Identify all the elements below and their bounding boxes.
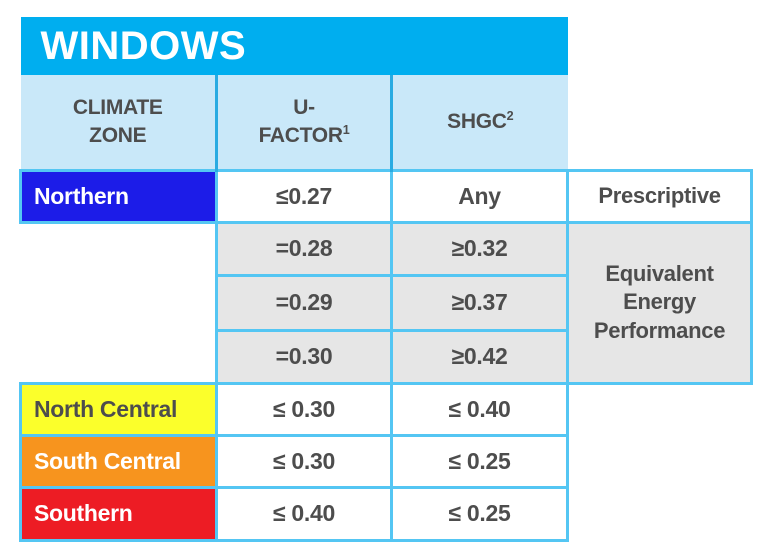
u-factor-value-cell: ≤ 0.30 [215,433,393,489]
u-factor-label-line2: FACTOR [258,123,343,147]
shgc-label: SHGC [447,110,507,134]
table-row: =0.30 ≥0.42 [21,328,752,385]
compliance-cell-prescriptive: Prescriptive [566,168,754,224]
spacer-cell [568,383,752,435]
column-header-shgc: SHGC2 [391,75,568,170]
zone-cell-southern: Southern [19,485,218,542]
zone-cell-south-central: South Central [19,433,218,489]
u-factor-value-cell: =0.28 [215,220,393,277]
shgc-value-cell: Any [389,168,570,224]
spacer-cell [568,435,752,487]
column-header-u-factor: U- FACTOR1 [215,75,393,170]
u-factor-label-line1: U- [293,96,315,120]
zone-cell-north-central: North Central [19,381,218,437]
shgc-value-cell: ≥0.42 [389,328,570,385]
shgc-value-cell: ≥0.32 [389,220,570,277]
table-row: South Central ≤ 0.30 ≤ 0.25 [19,433,752,489]
table-row: =0.29 ≥0.37 [21,273,752,332]
u-factor-value-cell: ≤ 0.40 [215,485,393,542]
climate-zone-label-line1: CLIMATE [72,96,163,120]
spacer-cell [568,17,752,75]
spacer-cell [568,487,752,540]
u-factor-value-cell: ≤ 0.30 [215,381,393,437]
shgc-value-cell: ≤ 0.25 [389,433,570,489]
empty-zone-cell [21,222,217,275]
table-title-band: WINDOWS [20,17,568,75]
compliance-cell-equivalent-energy-performance: Equivalent Energy Performance [566,220,754,385]
u-factor-value-cell: =0.30 [215,328,393,385]
windows-criteria-table: WINDOWS CLIMATE ZONE U- FACTOR1 SHGC2 No… [19,17,754,542]
table-row: =0.28 ≥0.32 Equivalent Energy Performanc… [21,220,754,385]
table-row: North Central ≤ 0.30 ≤ 0.40 [19,381,752,437]
climate-zone-label-line2: ZONE [89,123,147,147]
table-row: Southern ≤ 0.40 ≤ 0.25 [19,485,752,542]
column-header-climate-zone: CLIMATE ZONE [20,75,217,170]
spacer-cell [568,75,752,170]
empty-zone-cell [21,275,217,330]
u-factor-value-cell: =0.29 [215,273,393,332]
u-factor-value-cell: ≤0.27 [215,168,393,224]
zone-cell-northern: Northern [19,168,218,224]
empty-zone-cell [21,330,217,383]
table-row: WINDOWS [20,17,752,75]
table-row: Northern ≤0.27 Any Prescriptive [19,168,754,224]
table-row: CLIMATE ZONE U- FACTOR1 SHGC2 [20,75,752,170]
shgc-value-cell: ≤ 0.25 [389,485,570,542]
shgc-footnote-marker: 2 [506,109,514,124]
shgc-value-cell: ≤ 0.40 [389,381,570,437]
shgc-value-cell: ≥0.37 [389,273,570,332]
u-factor-footnote-marker: 1 [342,122,350,137]
